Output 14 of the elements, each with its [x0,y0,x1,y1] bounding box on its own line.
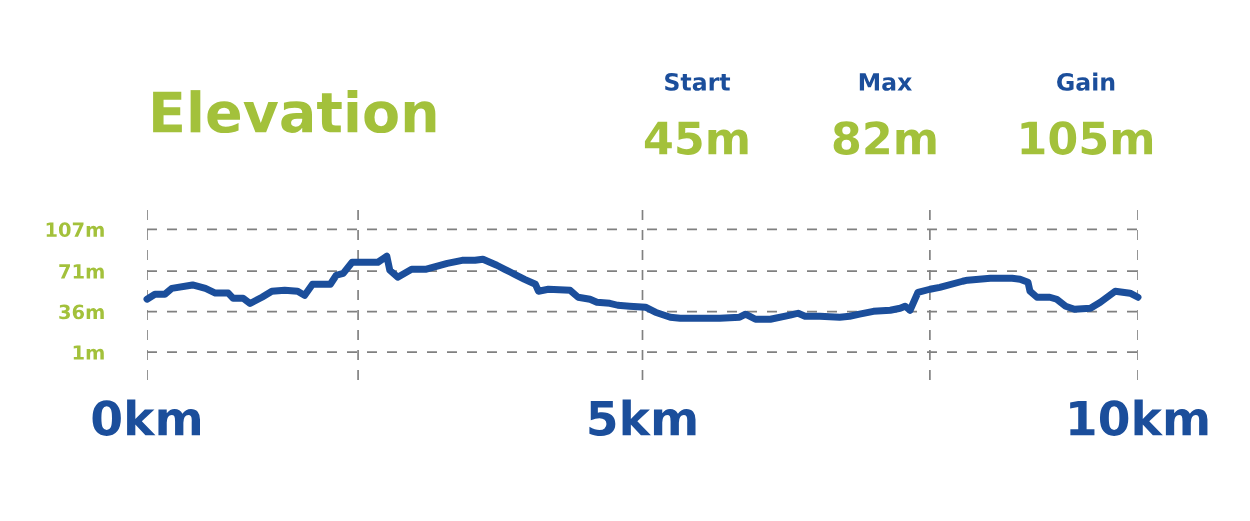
text: Max [859,73,912,91]
x-tick-label: 5km [589,399,696,436]
y-tick-label: 71m [59,264,104,279]
text: 105m [1021,121,1153,155]
text: 45m [644,121,748,155]
y-tick-label: 1m [73,345,104,360]
text: Start [665,72,731,91]
y-tick-label: 36m [59,304,104,320]
x-tick-label: 0km [92,399,200,436]
y-tick-label: 107m [46,222,104,237]
chart-title: Elevation [153,90,436,134]
text: 82m [833,121,936,155]
x-tick-label: 10km [1070,399,1208,436]
text: Gain [1057,72,1115,91]
